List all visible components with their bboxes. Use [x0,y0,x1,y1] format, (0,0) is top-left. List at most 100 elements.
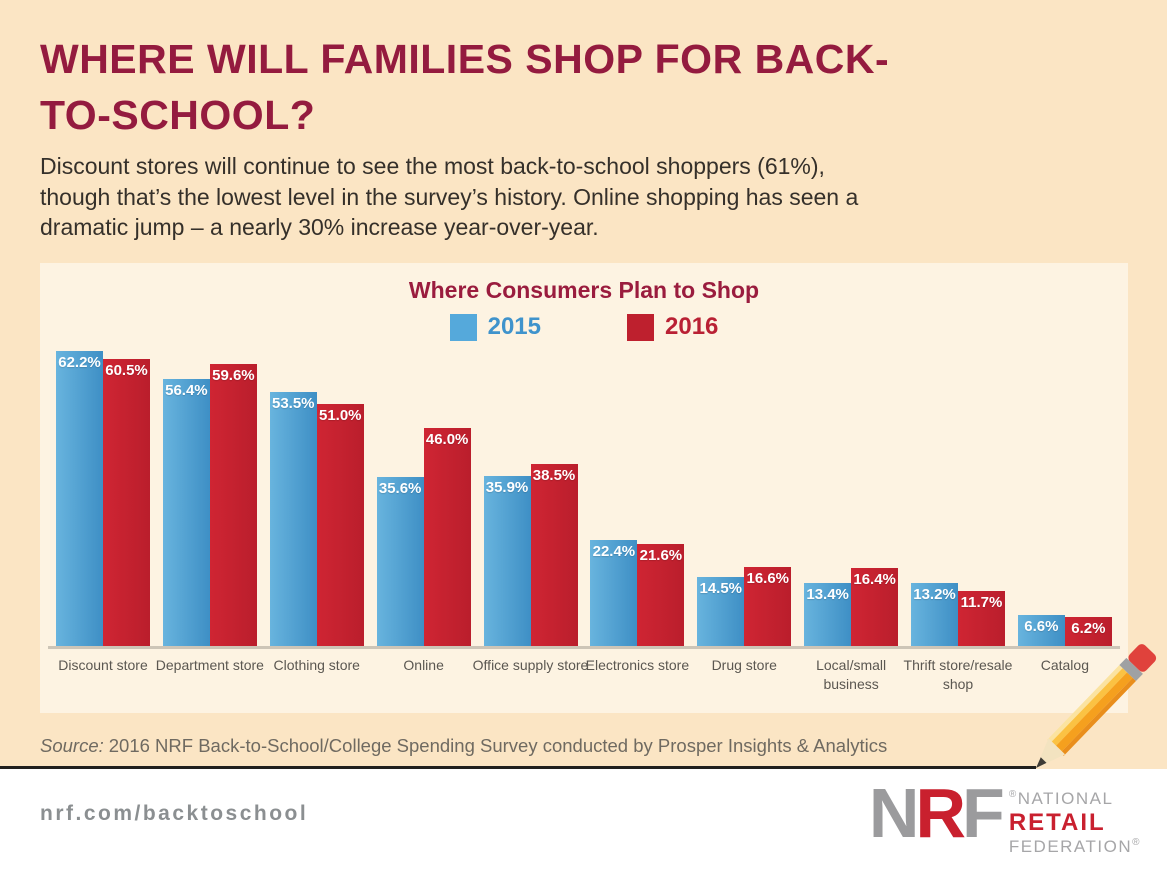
bar-2016-discount-store: 60.5% [103,359,150,646]
category-label: Discount store [58,657,148,673]
bar-value-label: 51.0% [318,407,362,425]
bar-value-label: 35.6% [378,480,422,498]
bar-2016-electronics-store: 21.6% [637,543,685,646]
category-axis: Discount store Department store Clothing s… [48,656,1120,718]
page-title: WHERE WILL FAMILIES SHOP FOR BACK-TO-SCH… [40,36,890,138]
bar-group-catalog: 6.6% 6.2% [1017,614,1112,646]
bar-2015-electronics-store: 22.4% [590,539,638,646]
pencil-drawn-line [0,766,1036,769]
bar-value-label: 53.5% [271,395,315,413]
bar-2015-online: 35.6% [376,477,424,646]
bar-value-label: 46.0% [425,431,469,448]
bar-value-label: 16.6% [746,570,790,588]
bar-group-thrift-store-resale-shop: 13.2% 11.7% [911,583,1005,646]
category-electronics-store: Electronics store [586,656,689,718]
logo-national-line: ®NATIONAL [1009,789,1141,809]
category-office-supply-store: Office supply store [473,656,589,718]
bar-value-label: 6.2% [1071,619,1106,637]
bar-group-online: 35.6% 46.0% [376,428,471,646]
chart-legend: 2015 2016 [40,312,1128,342]
bar-value-label: 38.5% [532,466,576,484]
category-label: Clothing store [273,657,360,673]
category-label: Thrift store/resale shop [903,657,1013,692]
footer-url: nrf.com/backtoschool [40,802,309,825]
bar-2016-online: 46.0% [423,428,471,646]
legend-swatch-2016 [627,313,654,341]
registered-mark-icon: ® [1008,789,1018,800]
category-label: Local/small business [816,657,887,692]
legend-label-2016: 2016 [665,313,719,340]
category-discount-store: Discount store [56,656,150,718]
category-label: Office supply store [472,657,589,673]
category-clothing-store: Clothing store [270,656,364,718]
bar-value-label: 21.6% [639,546,683,564]
bar-2015-thrift-store-resale-shop: 13.2% [911,583,958,646]
source-text: 2016 NRF Back-to-School/College Spending… [108,735,888,756]
nrf-logo: NRF ®NATIONAL RETAIL FEDERATION® [869,778,1141,857]
category-department-store: Department store [156,656,264,718]
bar-2015-office-supply-store: 35.9% [483,475,531,646]
bar-2015-catalog: 6.6% [1017,614,1065,646]
nrf-letter-f: F [962,774,1005,852]
bar-2016-catalog: 6.2% [1064,616,1112,646]
bar-2016-clothing-store: 51.0% [316,404,364,646]
source-prefix: Source: [40,735,104,756]
page-subtitle: Discount stores will continue to see the… [40,153,859,241]
category-label: Catalog [1040,657,1089,673]
category-catalog: Catalog [1018,656,1112,718]
bar-2016-office-supply-store: 38.5% [530,463,578,646]
bar-2016-thrift-store-resale-shop: 11.7% [958,590,1005,646]
bar-value-label: 13.2% [913,586,956,604]
bar-2015-drug-store: 14.5% [697,577,745,646]
bar-2016-department-store: 59.6% [209,363,257,646]
category-label: Electronics store [585,657,690,673]
bar-group-department-store: 56.4% 59.6% [162,363,257,646]
chart-title: Where Consumers Plan to Shop [408,277,760,303]
registered-mark-icon: ® [1132,836,1141,848]
logo-federation-line: FEDERATION® [1009,837,1141,857]
bar-value-label: 6.6% [1024,617,1059,635]
bar-value-label: 11.7% [960,593,1003,611]
bar-group-discount-store: 62.2% 60.5% [56,351,150,646]
legend-item-2015: 2015 [449,313,541,341]
bar-value-label: 56.4% [165,381,208,399]
nrf-letter-r: R [915,774,966,852]
bar-value-label: 22.4% [592,542,636,560]
bar-2015-department-store: 56.4% [162,378,210,646]
bar-2015-local-small-business: 13.4% [804,582,852,646]
bar-value-label: 60.5% [105,362,148,380]
bar-value-label: 16.4% [853,571,896,589]
category-label: Drug store [711,657,777,673]
bar-value-label: 35.9% [485,478,529,496]
bar-value-label: 59.6% [212,366,255,384]
logo-national-text: NATIONAL [1017,789,1114,808]
bar-2016-local-small-business: 16.4% [851,568,899,646]
pencil-icon [1036,644,1157,768]
bar-group-electronics-store: 22.4% 21.6% [590,539,685,646]
bar-2015-discount-store: 62.2% [56,351,103,646]
bar-group-office-supply-store: 35.9% 38.5% [483,463,578,646]
category-local-small-business: Local/small business [804,656,898,718]
source-note: Source: 2016 NRF Back-to-School/College S… [40,735,887,757]
logo-federation-text: FEDERATION [1008,836,1133,856]
bar-group-drug-store: 14.5% 16.6% [697,567,792,646]
bar-group-clothing-store: 53.5% 51.0% [269,392,364,646]
bar-group-local-small-business: 13.4% 16.4% [804,568,899,646]
category-label: Online [403,657,444,673]
chart-panel: Where Consumers Plan to Shop 2015 2016 62… [40,263,1128,713]
category-drug-store: Drug store [697,656,791,718]
bar-value-label: 13.4% [806,585,849,603]
logo-retail-text: RETAIL [1008,809,1106,837]
legend-label-2015: 2015 [487,313,541,340]
nrf-letter-n: N [868,774,920,852]
bar-2015-clothing-store: 53.5% [269,392,317,646]
bar-plot: 62.2% 60.5% 56.4% 59.6% 53.5% 51.0% 35.6% 46.0%… [48,346,1120,649]
nrf-logo-wordmark: ®NATIONAL RETAIL FEDERATION® [1009,789,1141,857]
bar-value-label: 62.2% [58,354,101,372]
category-thrift-store-resale-shop: Thrift store/resale shop [904,656,1013,718]
bar-value-label: 14.5% [699,580,743,598]
nrf-logo-letters: NRF [869,778,1005,848]
bar-2016-drug-store: 16.6% [744,567,792,646]
footer-bar: nrf.com/backtoschool NRF ®NATIONAL RETAI… [0,769,1167,870]
